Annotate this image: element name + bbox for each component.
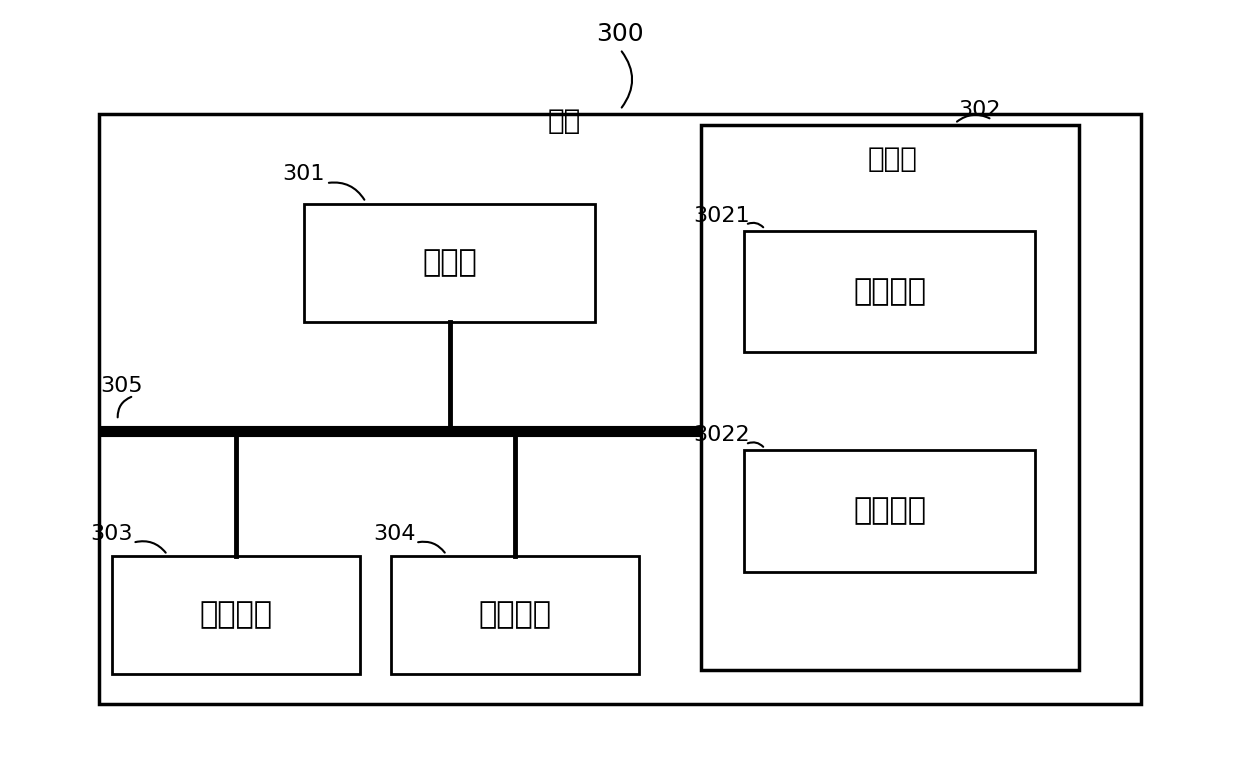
Bar [391,556,639,674]
Text: 3021: 3021 [693,206,750,226]
Text: 303: 303 [91,524,133,544]
Text: 302: 302 [959,100,1001,120]
Text: 应用程序: 应用程序 [853,497,926,525]
Text: 300: 300 [596,22,644,46]
Text: 用户接口: 用户接口 [200,600,272,630]
Text: 操作系统: 操作系统 [853,277,926,306]
Bar [304,204,595,322]
Bar [744,450,1035,572]
Text: 304: 304 [373,524,415,544]
Text: 终端: 终端 [548,107,580,135]
Text: 3022: 3022 [693,425,750,445]
Bar [99,114,1141,704]
Text: 301: 301 [283,164,325,184]
Bar [701,125,1079,670]
Text: 305: 305 [100,376,143,396]
Bar [112,556,360,674]
Text: 存储器: 存储器 [868,145,918,173]
Text: 处理器: 处理器 [422,248,477,278]
Bar [744,231,1035,352]
Text: 网络接口: 网络接口 [479,600,551,630]
